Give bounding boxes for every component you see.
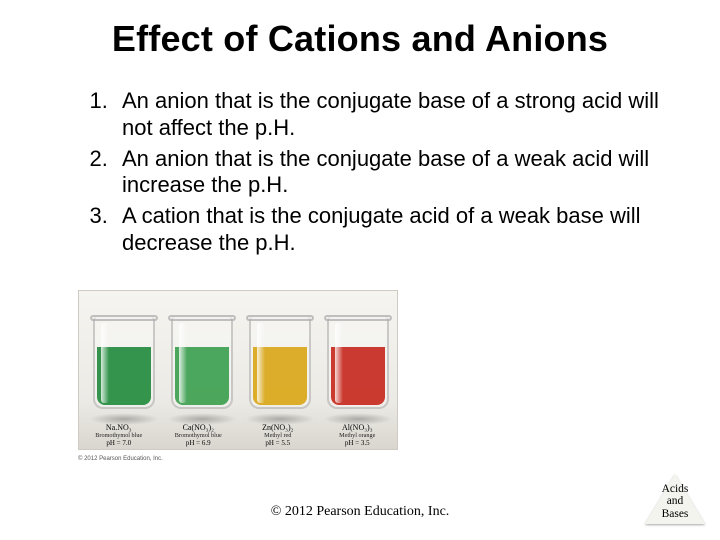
slide-title: Effect of Cations and Anions xyxy=(44,18,676,60)
beaker-rim xyxy=(324,315,392,321)
chem-formula-label: Ca(NO₃)₂ xyxy=(159,423,239,432)
beaker-rim xyxy=(246,315,314,321)
beaker xyxy=(327,317,389,409)
indicator-label: Bromothymol blue xyxy=(159,432,239,439)
footer-copyright: © 2012 Pearson Education, Inc. xyxy=(0,504,720,520)
chem-formula-label: Al(NO₃)₃ xyxy=(318,423,398,432)
figure-label-col: Al(NO₃)₃ Methyl orange pH = 3.5 xyxy=(318,423,398,447)
ph-value-label: pH = 5.5 xyxy=(238,439,318,447)
lab-bench: Na.NO₃ Bromothymol blue pH = 7.0 Ca(NO₃)… xyxy=(78,290,398,450)
figure-label-col: Zn(NO₃)₂ Methyl red pH = 5.5 xyxy=(238,423,318,447)
figure-label-col: Ca(NO₃)₂ Bromothymol blue pH = 6.9 xyxy=(159,423,239,447)
chem-formula-label: Na.NO₃ xyxy=(79,423,159,432)
ph-value-label: pH = 7.0 xyxy=(79,439,159,447)
corner-badge: Acids and Bases xyxy=(642,474,708,526)
bullet-list: An anion that is the conjugate base of a… xyxy=(44,88,666,257)
bullet-item: An anion that is the conjugate base of a… xyxy=(114,146,666,200)
beaker xyxy=(93,317,155,409)
beaker-shine xyxy=(101,323,109,403)
beaker-shine xyxy=(257,323,265,403)
beaker-rim xyxy=(90,315,158,321)
corner-line: Bases xyxy=(662,508,689,520)
beaker-figure: Na.NO₃ Bromothymol blue pH = 7.0 Ca(NO₃)… xyxy=(78,290,398,450)
corner-badge-text: Acids and Bases xyxy=(642,483,708,520)
figure-labels-row: Na.NO₃ Bromothymol blue pH = 7.0 Ca(NO₃)… xyxy=(79,423,397,447)
beaker-shine xyxy=(335,323,343,403)
ph-value-label: pH = 6.9 xyxy=(159,439,239,447)
corner-line: Acids xyxy=(662,483,689,495)
beaker-rim xyxy=(168,315,236,321)
ph-value-label: pH = 3.5 xyxy=(318,439,398,447)
bullet-item: A cation that is the conjugate acid of a… xyxy=(114,203,666,257)
chem-formula-label: Zn(NO₃)₂ xyxy=(238,423,318,432)
slide: Effect of Cations and Anions An anion th… xyxy=(0,0,720,540)
bullet-item: An anion that is the conjugate base of a… xyxy=(114,88,666,142)
indicator-label: Methyl orange xyxy=(318,432,398,439)
beaker xyxy=(249,317,311,409)
beaker-shine xyxy=(179,323,187,403)
corner-line: and xyxy=(667,495,684,507)
figure-label-col: Na.NO₃ Bromothymol blue pH = 7.0 xyxy=(79,423,159,447)
indicator-label: Methyl red xyxy=(238,432,318,439)
beaker xyxy=(171,317,233,409)
indicator-label: Bromothymol blue xyxy=(79,432,159,439)
figure-copyright: © 2012 Pearson Education, Inc. xyxy=(78,456,163,462)
